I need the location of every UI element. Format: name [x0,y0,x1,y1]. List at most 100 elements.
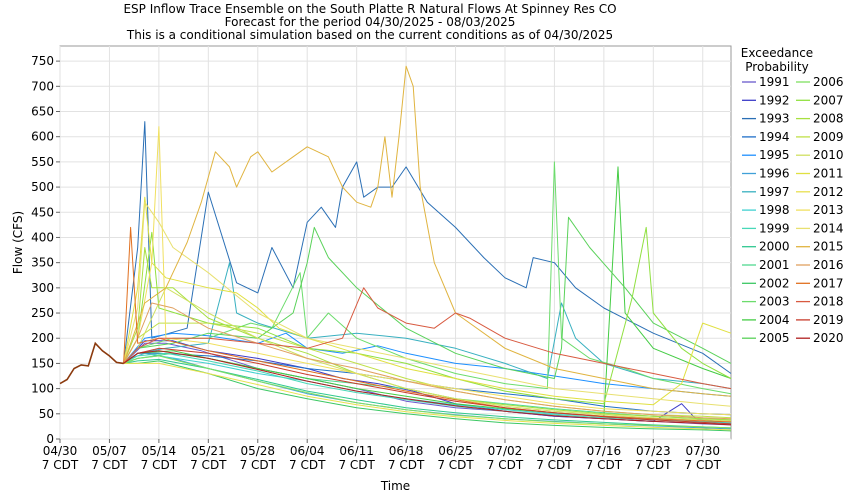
legend-label-1997: 1997 [759,185,790,199]
y-tick-label: 200 [31,331,54,345]
y-tick-label: 100 [31,382,54,396]
legend-label-2019: 2019 [813,313,844,327]
legend-label-2002: 2002 [759,276,790,290]
legend-label-2006: 2006 [813,75,844,89]
x-tick-label-time: 7 CDT [42,458,79,472]
y-tick-label: 750 [31,54,54,68]
legend-label-2003: 2003 [759,295,790,309]
legend-label-1999: 1999 [759,221,790,235]
x-tick-label-date: 07/30 [685,444,720,458]
series-line-2000 [123,358,732,429]
x-tick-label-date: 07/16 [587,444,622,458]
series-line-2013 [123,126,732,416]
x-tick-label-date: 05/07 [92,444,127,458]
series-line-2006 [123,355,732,429]
x-tick-label-date: 07/23 [636,444,671,458]
series-lines [59,65,732,432]
x-tick-label-time: 7 CDT [536,458,573,472]
legend-label-2010: 2010 [813,148,844,162]
x-tick-label-time: 7 CDT [190,458,227,472]
series-line-2016 [123,302,732,420]
x-tick-label-time: 7 CDT [141,458,178,472]
series-line-2015 [123,65,732,397]
x-tick-label-date: 06/11 [339,444,374,458]
legend-label-2015: 2015 [813,240,844,254]
x-tick-label-time: 7 CDT [437,458,474,472]
y-axis-label: Flow (CFS) [11,211,25,274]
x-tick-label-date: 04/30 [43,444,78,458]
legend-label-1992: 1992 [759,93,790,107]
y-tick-label: 700 [31,79,54,93]
legend-label-2012: 2012 [813,185,844,199]
series-line-2005 [123,216,732,379]
chart-title-line-1: ESP Inflow Trace Ensemble on the South P… [123,2,616,16]
x-tick-label-time: 7 CDT [91,458,128,472]
series-line-2020 [123,350,732,426]
series-line-2019 [123,347,732,425]
legend-label-1996: 1996 [759,167,790,181]
series-line-common-start [59,341,124,385]
legend-label-1993: 1993 [759,112,790,126]
series-line-1995 [123,332,732,397]
legend-label-2017: 2017 [813,276,844,290]
legend-title-line-2: Probability [745,60,808,74]
y-tick-label: 350 [31,256,54,270]
legend-label-2016: 2016 [813,258,844,272]
legend-title-line-1: Exceedance [741,46,813,60]
x-tick-label-time: 7 CDT [338,458,375,472]
legend-label-1991: 1991 [759,75,790,89]
x-tick-label-date: 06/04 [290,444,325,458]
x-tick-label-time: 7 CDT [685,458,722,472]
legend-label-2014: 2014 [813,221,844,235]
legend-label-2004: 2004 [759,313,790,327]
x-tick-label-date: 05/14 [142,444,177,458]
chart-title: ESP Inflow Trace Ensemble on the South P… [123,2,616,42]
x-tick-label-date: 05/21 [191,444,226,458]
series-line-2010 [123,287,732,422]
legend-label-2018: 2018 [813,295,844,309]
y-tick-label: 0 [46,432,54,446]
series-line-2004 [123,166,732,417]
y-tick-label: 250 [31,306,54,320]
legend-label-1998: 1998 [759,203,790,217]
plot-area [59,45,732,440]
legend-label-2011: 2011 [813,167,844,181]
series-line-2017 [123,226,732,423]
series-line-2011 [123,196,732,406]
x-tick-label-date: 06/25 [438,444,473,458]
y-tick-label: 650 [31,105,54,119]
legend-label-2013: 2013 [813,203,844,217]
x-tick-label-time: 7 CDT [388,458,425,472]
x-tick-label-date: 05/28 [240,444,275,458]
x-tick-label-time: 7 CDT [586,458,623,472]
y-tick-label: 500 [31,180,54,194]
legend-label-1994: 1994 [759,130,790,144]
x-tick-label-time: 7 CDT [487,458,524,472]
legend: Exceedance Probability 1991 1992 1993 1994 1… [741,46,844,345]
y-tick-label: 400 [31,230,54,244]
legend-label-2007: 2007 [813,93,844,107]
chart-title-line-2: Forecast for the period 04/30/2025 - 08/… [225,15,516,29]
x-tick-label-time: 7 CDT [240,458,277,472]
x-tick-label-time: 7 CDT [635,458,672,472]
series-line-2012 [123,362,732,431]
y-tick-label: 450 [31,205,54,219]
series-line-2002 [123,360,732,432]
y-tick-label: 150 [31,356,54,370]
legend-label-2001: 2001 [759,258,790,272]
series-line-2014 [123,201,732,407]
x-tick-label-date: 07/09 [537,444,572,458]
series-line-2018 [123,287,732,390]
y-tick-label: 600 [31,130,54,144]
legend-label-2005: 2005 [759,331,790,345]
legend-label-2000: 2000 [759,240,790,254]
legend-label-2009: 2009 [813,130,844,144]
series-line-1993 [123,121,732,374]
chart-title-line-3: This is a conditional simulation based o… [126,28,613,42]
legend-label-2020: 2020 [813,331,844,345]
x-tick-label-date: 07/02 [488,444,523,458]
legend-label-1995: 1995 [759,148,790,162]
